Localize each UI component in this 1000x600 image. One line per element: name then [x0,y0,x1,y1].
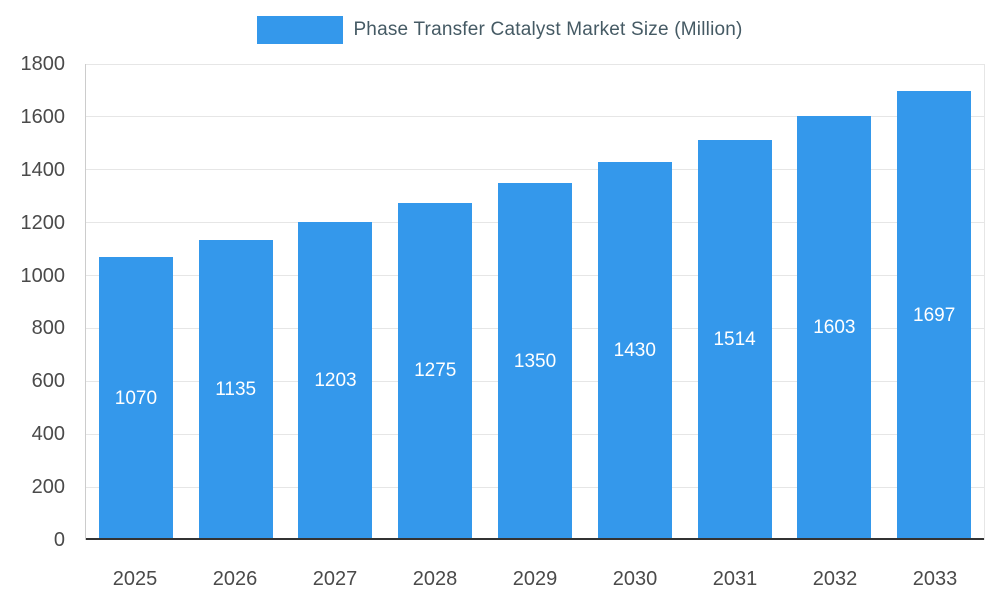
bar-value-label: 1514 [713,328,756,350]
x-tick-label: 2032 [812,568,858,590]
bar-value-label: 1430 [613,339,656,361]
bar-value-label: 1275 [414,360,457,382]
y-tick-label: 1000 [20,264,66,287]
y-tick-label: 400 [31,423,65,446]
gridline [86,116,984,118]
bar-slot: 1135 [186,64,286,540]
x-axis: 2025 2026 2027 2028 2029 2030 2031 2032 2033 [85,554,985,591]
x-tick-label: 2031 [712,568,758,590]
y-tick-label: 1200 [20,211,66,234]
bar-value-label: 1070 [114,387,158,409]
y-tick-label: 1400 [20,158,66,181]
x-tick-label: 2025 [112,568,158,590]
bar-slot: 1070 [86,64,186,540]
bar-2032[interactable]: 1603 [797,116,872,540]
gridline [86,63,984,65]
y-tick-label: 800 [31,317,65,340]
y-tick-label: 200 [31,476,65,499]
bar-slot: 1603 [784,64,884,540]
plot-region: 0 200 400 600 800 1000 1200 1400 1600 1800 1070 11… [21,53,985,590]
bar-value-label: 1350 [513,350,557,372]
x-tick-label: 2028 [412,568,458,590]
x-baseline [86,538,984,540]
gridline [86,169,984,171]
bar-value-label: 1135 [215,378,257,400]
x-tick-label: 2026 [212,568,258,590]
bar-2025[interactable]: 1070 [98,257,173,540]
bar-2031[interactable]: 1514 [697,139,772,540]
bar-slot: 1430 [585,64,685,540]
y-tick-label: 0 [53,529,65,551]
bar-slot: 1275 [385,64,485,540]
bar-slot: 1203 [286,64,386,540]
y-axis: 0 200 400 600 800 1000 1200 1400 1600 1800 [0,53,75,551]
x-tick-label: 2030 [612,568,658,590]
bar-2029[interactable]: 1350 [498,183,573,540]
chart-legend: Phase Transfer Catalyst Market Size (Mil… [0,16,1000,44]
bar-slot: 1350 [485,64,585,540]
x-tick-label: 2029 [512,568,558,590]
legend-label: Phase Transfer Catalyst Market Size (Mil… [353,19,743,40]
bar-2028[interactable]: 1275 [398,202,473,540]
legend-swatch [257,16,344,44]
bar-value-label: 1697 [913,304,956,326]
bar-2027[interactable]: 1203 [298,221,373,540]
bar-value-label: 1203 [314,369,357,391]
bar-slot: 1514 [685,64,785,540]
y-tick-label: 1600 [20,105,66,128]
x-tick-label: 2027 [312,568,358,590]
bar-2033[interactable]: 1697 [897,91,972,540]
bar-2026[interactable]: 1135 [198,239,273,540]
bar-series: 1070 1135 1203 1275 1350 1430 1514 1603 1697 [86,64,984,540]
bar-value-label: 1603 [813,317,856,339]
y-tick-label: 1800 [20,53,66,75]
x-tick-label: 2033 [912,568,958,590]
bar-slot: 1697 [884,64,984,540]
bar-2030[interactable]: 1430 [597,161,672,540]
y-tick-label: 600 [31,370,65,393]
plot-area: 1070 1135 1203 1275 1350 1430 1514 1603 1697 [85,63,985,540]
